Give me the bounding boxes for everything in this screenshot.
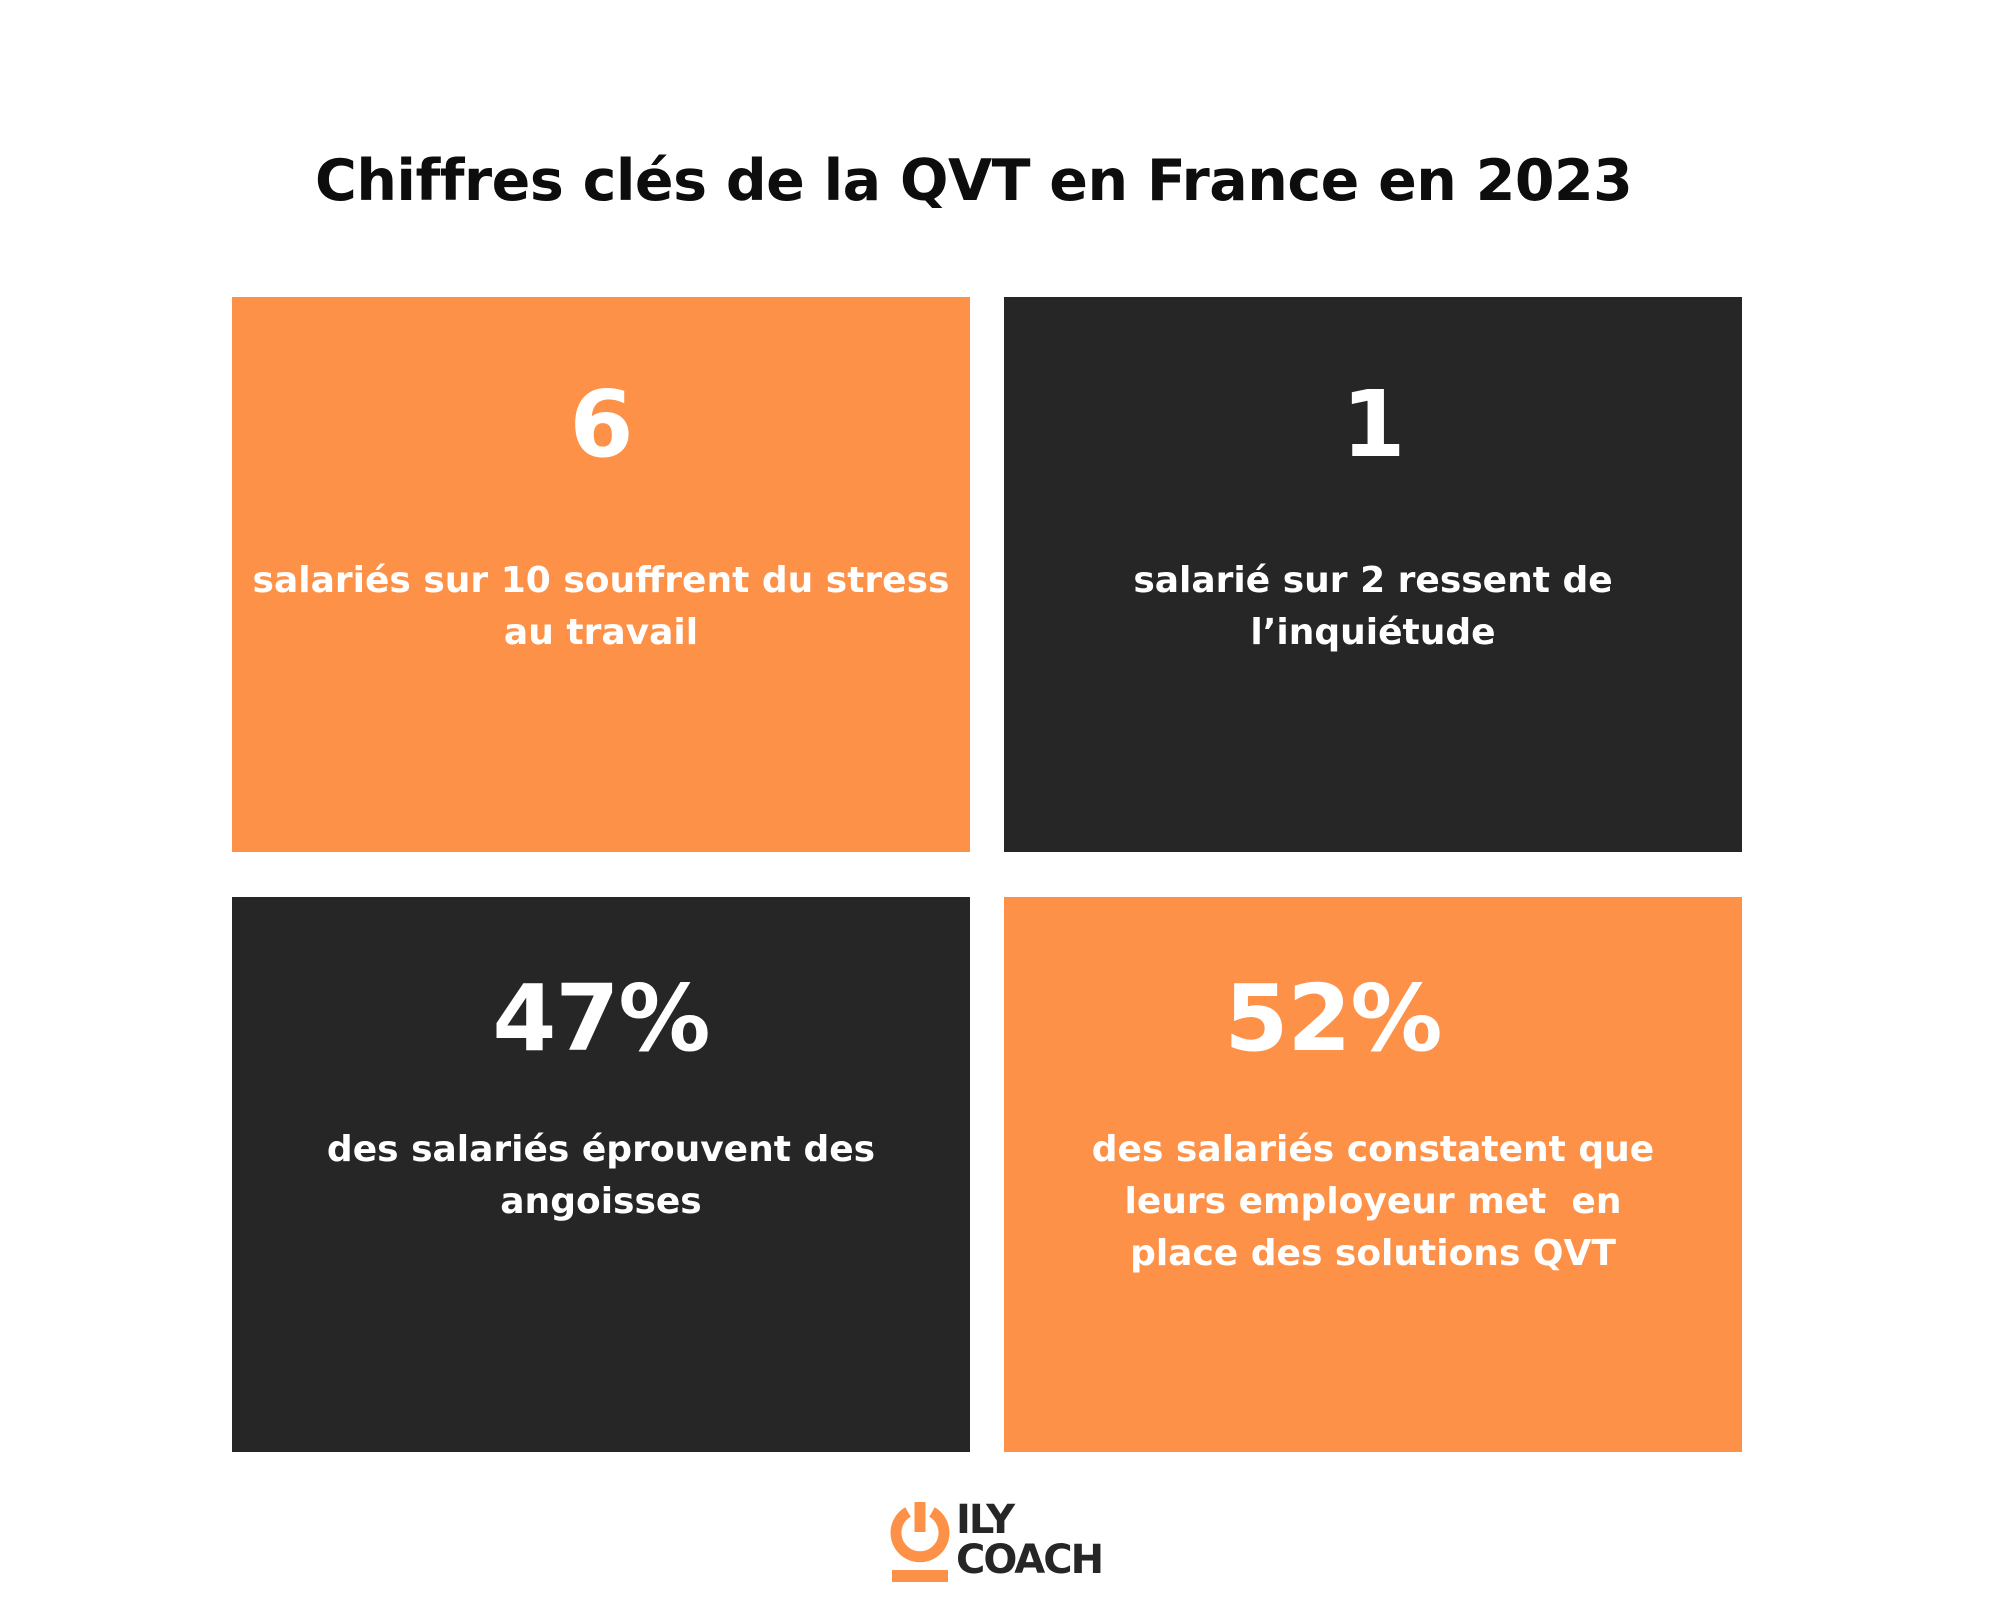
- stat-description-line: des salariés éprouvent des: [326, 1129, 876, 1170]
- stat-value: 6: [569, 371, 633, 478]
- stat-value: 47%: [492, 965, 710, 1072]
- stat-description-line: place des solutions QVT: [1130, 1233, 1616, 1274]
- stat-description: des salariés constatent que leurs employ…: [1024, 1124, 1722, 1280]
- logo-line-1: ILY: [956, 1497, 1015, 1543]
- stat-card-stress: 6 salariés sur 10 souffrent du stress au…: [232, 297, 970, 852]
- stat-value: 52%: [1224, 965, 1442, 1072]
- stat-description-line: au travail: [503, 612, 699, 653]
- stat-description-line: l’inquiétude: [1250, 612, 1496, 653]
- stat-description-line: salariés sur 10 souffrent du stress: [252, 560, 950, 601]
- stat-description-line: des salariés constatent que: [1091, 1129, 1655, 1170]
- stat-card-worry: 1 salarié sur 2 ressent de l’inquiétude: [1004, 297, 1742, 852]
- logo-wordmark: ILY COACH: [956, 1497, 1104, 1583]
- stat-description: salarié sur 2 ressent de l’inquiétude: [1024, 555, 1722, 659]
- stat-description-line: leurs employeur met en: [1124, 1181, 1622, 1222]
- logo-line-2: COACH: [956, 1537, 1104, 1583]
- stat-description-line: salarié sur 2 ressent de: [1133, 560, 1613, 601]
- stat-description: des salariés éprouvent des angoisses: [252, 1124, 950, 1228]
- stat-description-line: angoisses: [500, 1181, 702, 1222]
- ily-coach-logo: ILY COACH: [890, 1500, 1130, 1590]
- power-icon: [890, 1502, 950, 1582]
- stat-value: 1: [1341, 371, 1405, 478]
- page-title: Chiffres clés de la QVT en France en 202…: [315, 148, 1633, 214]
- stat-card-anxiety: 47% des salariés éprouvent des angoisses: [232, 897, 970, 1452]
- stat-card-qvt-solutions: 52% des salariés constatent que leurs em…: [1004, 897, 1742, 1452]
- stat-description: salariés sur 10 souffrent du stress au t…: [252, 555, 950, 659]
